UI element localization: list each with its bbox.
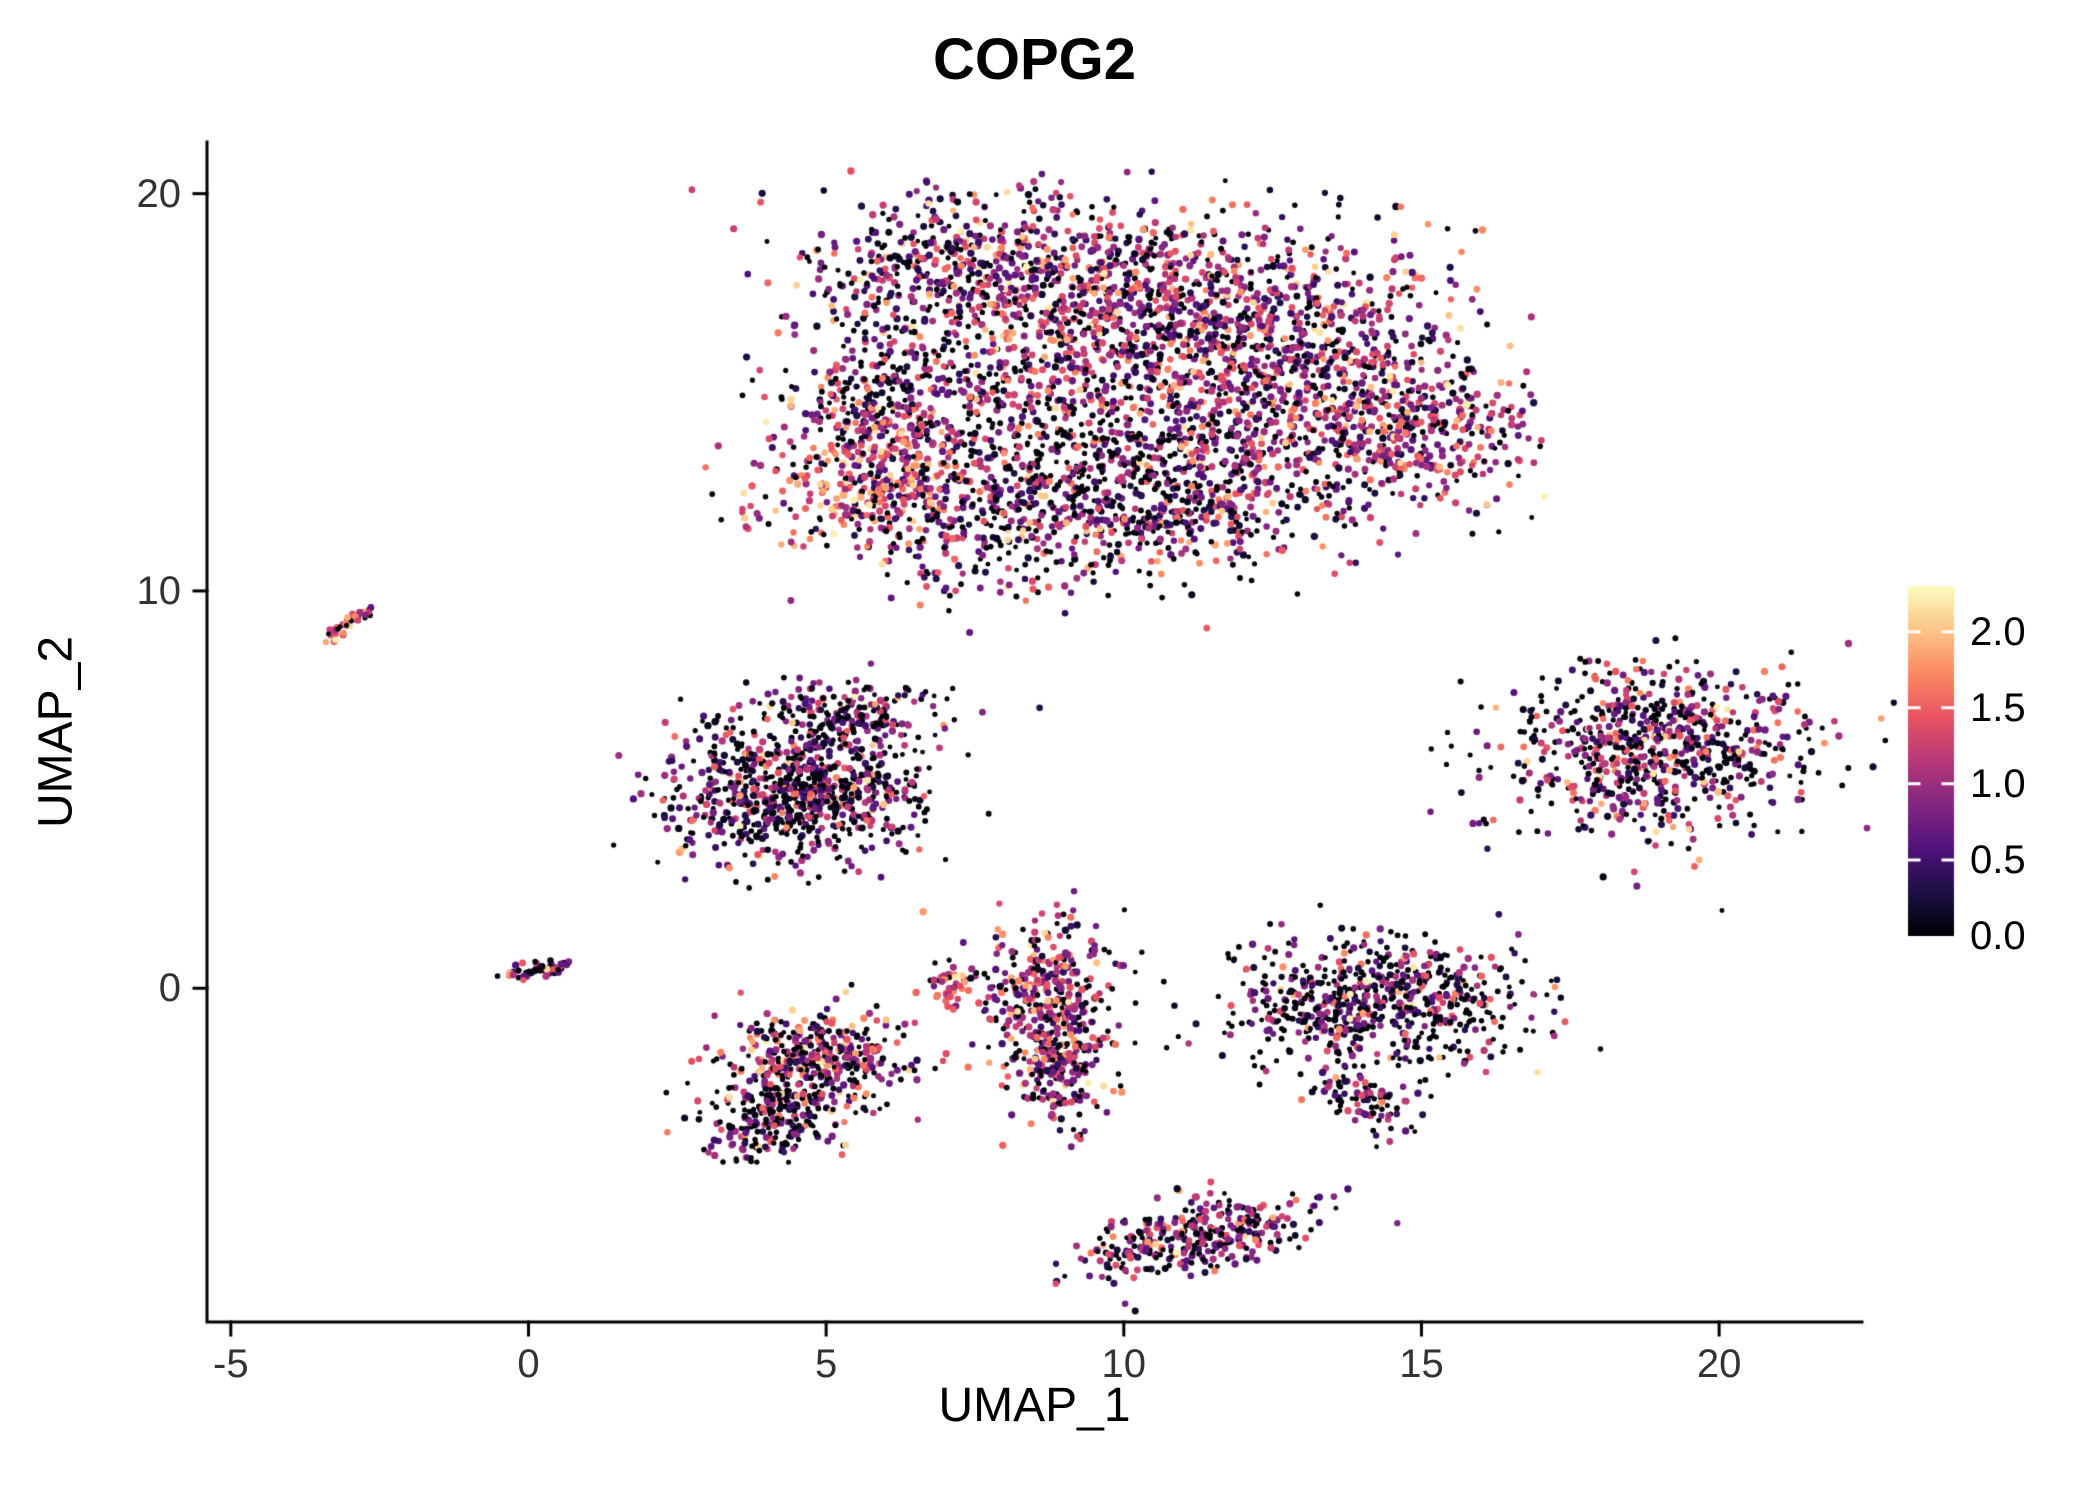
legend-tick-label: 1.0 bbox=[1970, 761, 2026, 806]
legend-tick-label: 0.5 bbox=[1970, 837, 2026, 882]
x-axis-label: UMAP_1 bbox=[938, 1379, 1131, 1432]
x-tick-label: 20 bbox=[1696, 1342, 1742, 1386]
y-axis-label: UMAP_2 bbox=[29, 635, 83, 829]
plot-title: COPG2 bbox=[932, 27, 1137, 92]
x-tick-label: 5 bbox=[815, 1342, 838, 1386]
x-tick-label: 0 bbox=[517, 1342, 540, 1386]
x-tick-label: 15 bbox=[1399, 1342, 1444, 1386]
legend-tick-label: 1.5 bbox=[1970, 685, 2026, 730]
legend-tick-label: 0.0 bbox=[1970, 914, 2026, 958]
x-tick-label: -5 bbox=[213, 1342, 249, 1386]
y-tick-label: 20 bbox=[136, 171, 182, 216]
x-tick-label: 10 bbox=[1101, 1342, 1147, 1386]
legend-tick-label: 2.0 bbox=[1970, 609, 2026, 654]
y-tick-label: 0 bbox=[158, 966, 181, 1011]
y-tick-label: 10 bbox=[136, 568, 182, 613]
